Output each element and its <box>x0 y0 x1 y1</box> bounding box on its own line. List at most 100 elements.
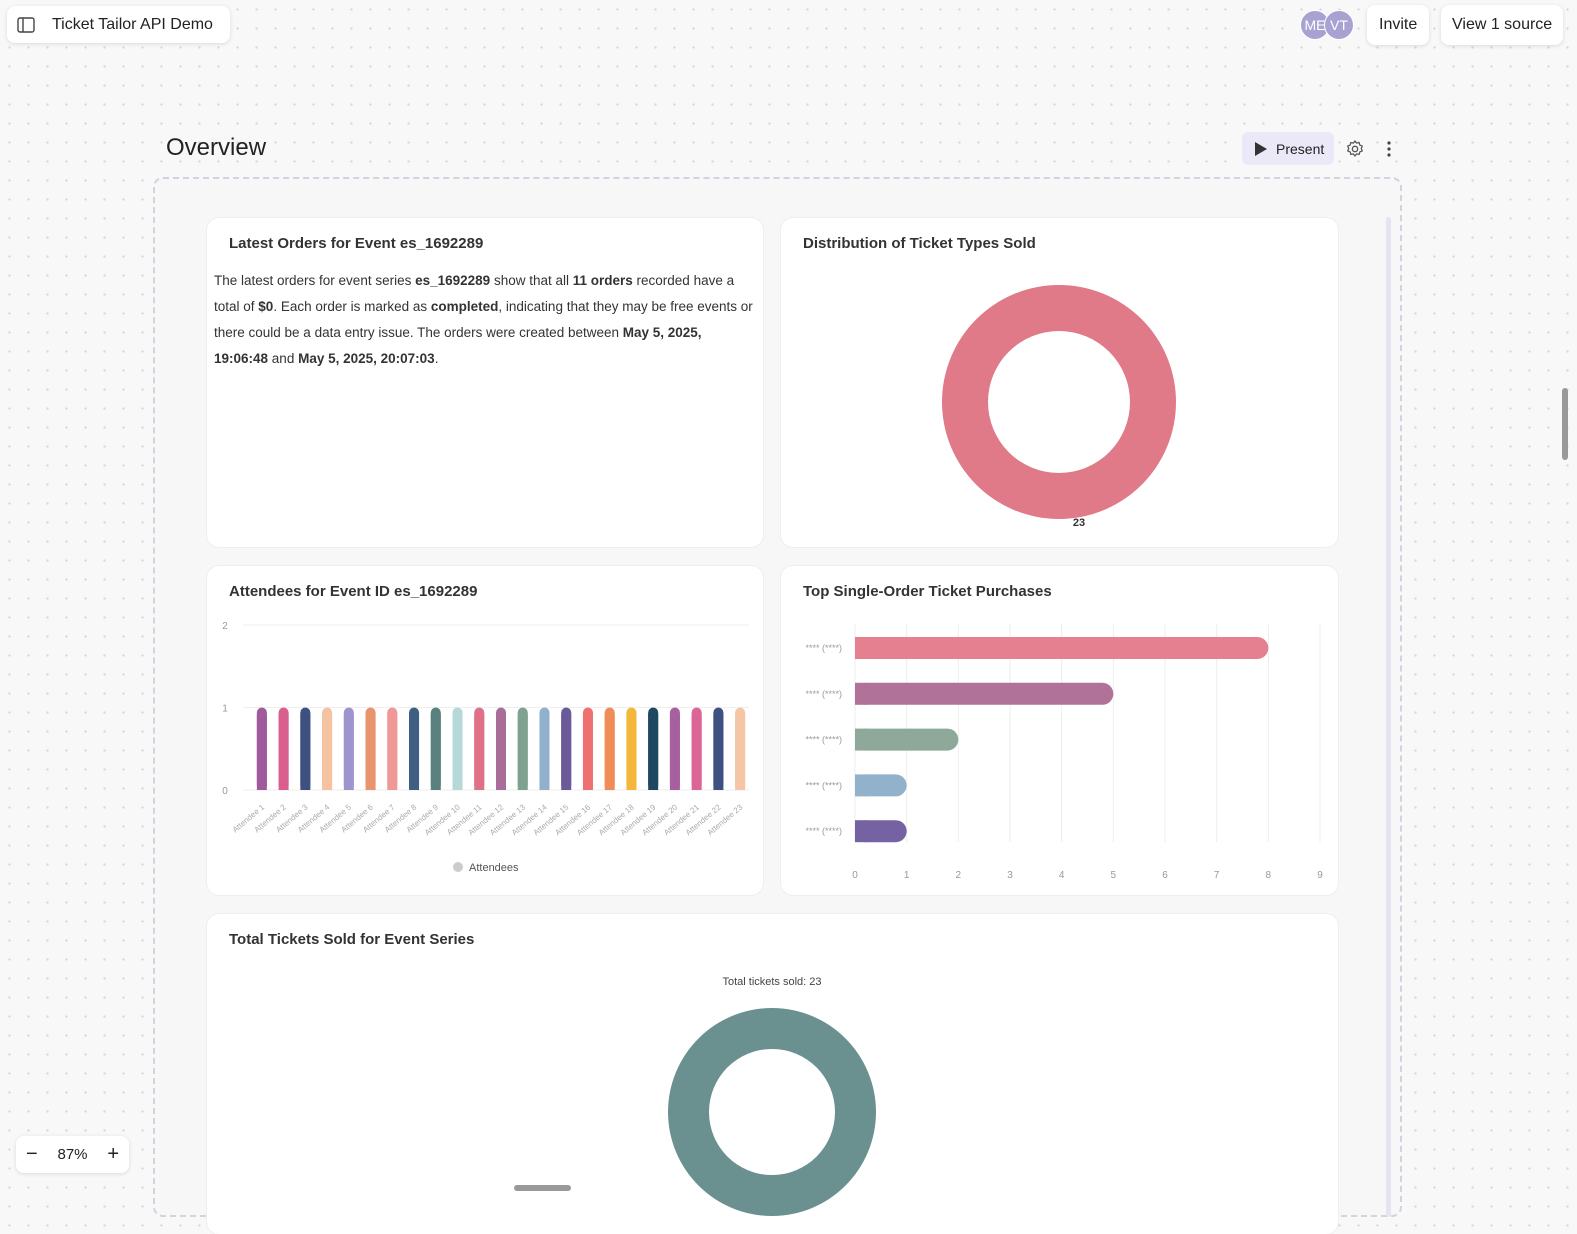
text-segment: The latest orders for event series <box>214 273 416 288</box>
card-title: Top Single-Order Ticket Purchases <box>803 583 1052 600</box>
bar-base <box>669 713 680 790</box>
bar-base <box>539 713 550 790</box>
y-tick-label: 0 <box>222 786 228 797</box>
bar-base <box>517 713 528 790</box>
total-tickets-donut-chart: Total tickets sold: 23 <box>668 976 876 1216</box>
ticket-types-donut-chart: 23 <box>942 285 1176 529</box>
bar-base <box>735 713 746 790</box>
card-title: Total Tickets Sold for Event Series <box>229 931 475 948</box>
bar-base <box>855 728 867 751</box>
y-tick-label: **** (****) <box>805 643 842 653</box>
bar-base <box>343 713 354 790</box>
bar-base <box>322 713 333 790</box>
more-options-icon[interactable] <box>1384 140 1394 158</box>
x-tick-label: 5 <box>1111 870 1117 881</box>
zoom-level: 87% <box>57 1146 88 1163</box>
bar <box>855 682 1114 705</box>
chart-title: Total tickets sold: 23 <box>722 976 821 988</box>
bar <box>855 728 959 751</box>
orders-summary-text: The latest orders for event series es_16… <box>214 268 759 372</box>
x-tick-label: 8 <box>1266 870 1272 881</box>
present-label: Present <box>1276 140 1325 157</box>
bar-base <box>855 774 867 797</box>
x-tick-label: 6 <box>1162 870 1168 881</box>
y-tick-label: 2 <box>222 621 228 632</box>
app-title-button[interactable]: Ticket Tailor API Demo <box>7 6 230 43</box>
x-tick-label: 1 <box>904 870 910 881</box>
bar-base <box>496 713 506 790</box>
x-tick-label: 0 <box>852 870 858 881</box>
y-tick-label: **** (****) <box>805 735 842 745</box>
horizontal-scroll-handle[interactable] <box>514 1185 571 1191</box>
bar-base <box>452 713 463 790</box>
page-title: Overview <box>166 134 267 161</box>
top-purchases-bar-chart: 0 1 2 3 4 5 6 7 8 9 **** (****) **** (****) **** (**… <box>805 624 1323 881</box>
bar-base <box>365 713 376 790</box>
avatar[interactable]: VT <box>1324 10 1354 40</box>
text-segment: . <box>434 351 439 366</box>
bar-base <box>604 713 615 790</box>
app-title: Ticket Tailor API Demo <box>52 15 213 33</box>
zoom-out-button[interactable]: − <box>26 1143 38 1165</box>
legend-label: Attendees <box>469 862 519 874</box>
bar-base <box>713 713 724 790</box>
legend-marker <box>453 862 463 872</box>
card-title: Latest Orders for Event es_1692289 <box>229 235 484 252</box>
donut-slice <box>942 285 1176 519</box>
bar-base <box>278 713 289 790</box>
bar-base <box>855 820 867 843</box>
x-tick-label: 4 <box>1059 870 1065 881</box>
bar-base <box>582 713 593 790</box>
ticket-types-card: Distribution of Ticket Types Sold 23 <box>781 218 1338 547</box>
present-button[interactable]: Present <box>1242 132 1334 165</box>
bar-base <box>648 713 659 790</box>
bar-base <box>855 682 867 705</box>
highlight-text: 11 orders <box>572 273 633 288</box>
card-title: Attendees for Event ID es_1692289 <box>229 583 478 600</box>
text-segment: . Each order is marked as <box>273 299 431 314</box>
bar-base <box>561 713 572 790</box>
highlight-text: completed <box>430 299 499 314</box>
data-label: 23 <box>1073 517 1085 529</box>
latest-orders-card: Latest Orders for Event es_1692289 The l… <box>207 218 763 547</box>
x-tick-label: 9 <box>1317 870 1323 881</box>
total-tickets-card: Total Tickets Sold for Event Series Tota… <box>207 914 1338 1234</box>
zoom-in-button[interactable]: + <box>107 1143 119 1165</box>
bar <box>855 820 907 843</box>
x-tick-label: 2 <box>956 870 962 881</box>
bar-base <box>256 713 267 790</box>
play-icon <box>1255 141 1267 156</box>
highlight-text: $0 <box>258 299 274 314</box>
y-tick-label: **** (****) <box>805 689 842 699</box>
bar-base <box>691 713 702 790</box>
text-segment: , indicating that they may be free event… <box>214 299 753 340</box>
highlight-text: May 5, 2025, 19:06:48 <box>214 325 702 366</box>
x-tick-label: 7 <box>1214 870 1220 881</box>
page-scrollbar[interactable] <box>1562 388 1568 460</box>
sidebar-toggle-icon[interactable] <box>17 16 35 33</box>
card-title: Distribution of Ticket Types Sold <box>803 235 1036 252</box>
bar-base <box>409 713 420 790</box>
top-purchases-card: Top Single-Order Ticket Purchases 0 1 2 3 4 5… <box>781 566 1338 895</box>
bar <box>855 774 907 797</box>
bar-base <box>300 713 311 790</box>
scrollbar-track[interactable] <box>1386 217 1391 1217</box>
text-segment: recorded have a total of <box>214 273 735 314</box>
view-source-button[interactable]: View 1 source <box>1441 5 1564 45</box>
highlight-text: es_1692289 <box>415 273 491 288</box>
gear-icon[interactable] <box>1345 139 1365 159</box>
bar-base <box>430 713 441 790</box>
bar-base <box>387 713 398 790</box>
text-segment: show that all <box>490 273 573 288</box>
bar-base <box>855 637 867 659</box>
y-tick-label: **** (****) <box>805 826 842 836</box>
y-tick-label: 1 <box>222 704 228 715</box>
invite-button[interactable]: Invite <box>1367 5 1430 45</box>
bar <box>855 637 1269 659</box>
donut-slice <box>668 1008 876 1216</box>
x-tick-label: 3 <box>1007 870 1013 881</box>
attendees-card: Attendees for Event ID es_1692289 0 1 2 Att… <box>207 566 763 895</box>
bar-base <box>474 713 485 790</box>
y-tick-label: **** (****) <box>805 780 842 790</box>
